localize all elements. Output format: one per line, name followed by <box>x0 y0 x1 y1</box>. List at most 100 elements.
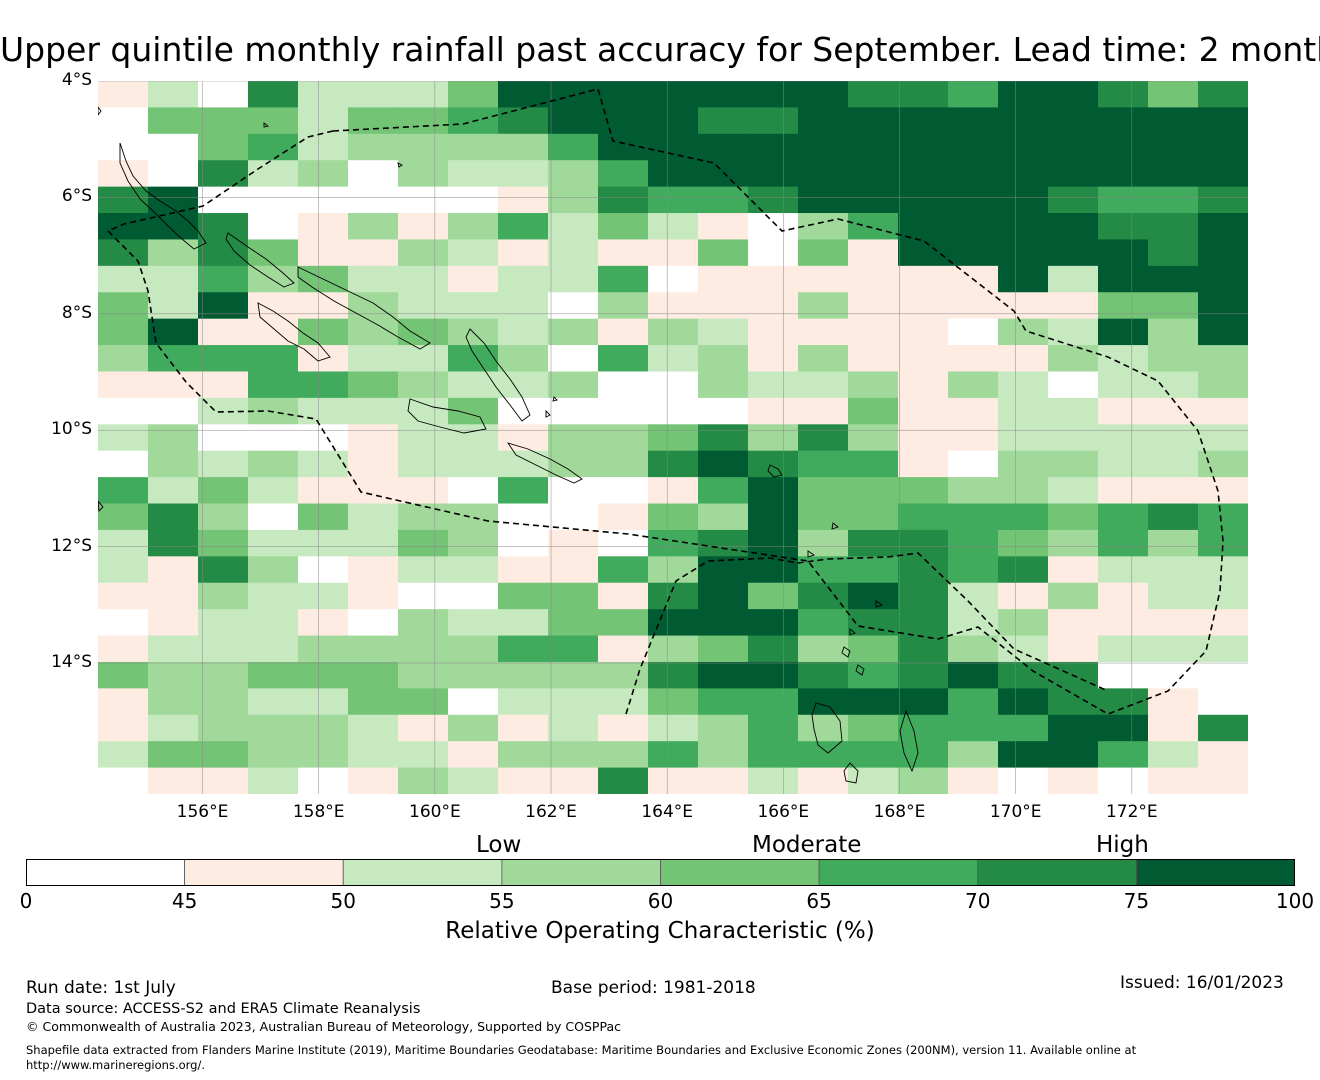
grid-cell <box>648 397 699 425</box>
grid-cell <box>98 81 149 109</box>
grid-cell <box>848 107 899 135</box>
grid-cell <box>98 107 149 135</box>
grid-cell <box>598 371 649 399</box>
grid-cell <box>848 450 899 478</box>
grid-cell <box>348 345 399 373</box>
grid-cell <box>898 741 949 769</box>
grid-cell <box>648 371 699 399</box>
grid-cell <box>698 265 749 293</box>
grid-cell <box>1148 265 1199 293</box>
grid-cell <box>598 714 649 742</box>
grid-cell <box>98 635 149 663</box>
grid-cell <box>1148 424 1199 452</box>
grid-cell <box>548 635 599 663</box>
colorbar-tick-label: 100 <box>1275 889 1315 913</box>
grid-cell <box>1148 81 1199 109</box>
grid-cell <box>148 688 199 716</box>
grid-cell <box>748 81 799 109</box>
grid-cell <box>98 371 149 399</box>
grid-cell <box>1098 265 1149 293</box>
grid-cell <box>548 450 599 478</box>
grid-cell <box>98 424 149 452</box>
grid-cell <box>1048 239 1099 267</box>
grid-cell <box>398 186 449 214</box>
grid-cell <box>998 160 1049 188</box>
grid-cell <box>348 213 399 241</box>
grid-cell <box>698 714 749 742</box>
grid-cell <box>1198 133 1248 161</box>
grid-cell <box>298 371 349 399</box>
grid-cell <box>548 107 599 135</box>
grid-cell <box>898 371 949 399</box>
grid-cell <box>998 292 1049 320</box>
grid-cell <box>598 741 649 769</box>
grid-cell <box>198 582 249 610</box>
grid-cell <box>1098 714 1149 742</box>
grid-cell <box>498 213 549 241</box>
grid-cell <box>648 160 699 188</box>
grid-cell <box>198 609 249 637</box>
grid-cell <box>448 186 499 214</box>
grid-cell <box>198 345 249 373</box>
grid-cell <box>748 345 799 373</box>
grid-cell <box>198 186 249 214</box>
grid-cell <box>398 81 449 109</box>
grid-cell <box>98 397 149 425</box>
grid-cell <box>148 529 199 557</box>
grid-cell <box>948 81 999 109</box>
grid-cell <box>98 609 149 637</box>
grid-cell <box>998 688 1049 716</box>
base-period: Base period: 1981-2018 <box>551 978 756 998</box>
grid-cell <box>298 186 349 214</box>
grid-cell <box>1098 133 1149 161</box>
grid-cell <box>1198 661 1248 689</box>
grid-cell <box>798 81 849 109</box>
grid-cell <box>248 292 299 320</box>
grid-cell <box>698 371 749 399</box>
grid-cell <box>998 186 1049 214</box>
grid-cell <box>198 424 249 452</box>
grid-cell <box>648 424 699 452</box>
grid-cell <box>398 133 449 161</box>
grid-cell <box>148 107 199 135</box>
grid-cell <box>1148 688 1199 716</box>
grid-cell <box>298 133 349 161</box>
grid-cell <box>598 265 649 293</box>
grid-cell <box>448 688 499 716</box>
grid-cell <box>598 239 649 267</box>
grid-cell <box>1098 81 1149 109</box>
grid-cell <box>898 345 949 373</box>
grid-cell <box>648 503 699 531</box>
grid-cell <box>498 582 549 610</box>
grid-cell <box>948 767 999 794</box>
grid-cell <box>1048 582 1099 610</box>
grid-cell <box>98 239 149 267</box>
grid-cell <box>1198 609 1248 637</box>
grid-cell <box>448 450 499 478</box>
colorbar-segment <box>342 859 503 886</box>
grid-cell <box>348 81 399 109</box>
grid-cell <box>448 609 499 637</box>
grid-cell <box>1048 160 1099 188</box>
grid-cell <box>248 371 299 399</box>
grid-cell <box>148 714 199 742</box>
grid-cell <box>848 661 899 689</box>
grid-cell <box>1098 239 1149 267</box>
grid-cell <box>448 582 499 610</box>
grid-cell <box>998 345 1049 373</box>
grid-cell <box>998 450 1049 478</box>
grid-cell <box>848 582 899 610</box>
grid-cell <box>798 292 849 320</box>
grid-cell <box>748 582 799 610</box>
longitude-tick-label: 168°E <box>873 802 926 822</box>
grid-cell <box>148 767 199 794</box>
grid-cell <box>998 741 1049 769</box>
eez-solomon-islands <box>106 88 1224 715</box>
grid-cell <box>898 318 949 346</box>
grid-cell <box>898 160 949 188</box>
grid-cell <box>448 345 499 373</box>
grid-cell <box>148 371 199 399</box>
grid-cell <box>648 81 699 109</box>
grid-cell <box>298 239 349 267</box>
grid-cell <box>1048 345 1099 373</box>
